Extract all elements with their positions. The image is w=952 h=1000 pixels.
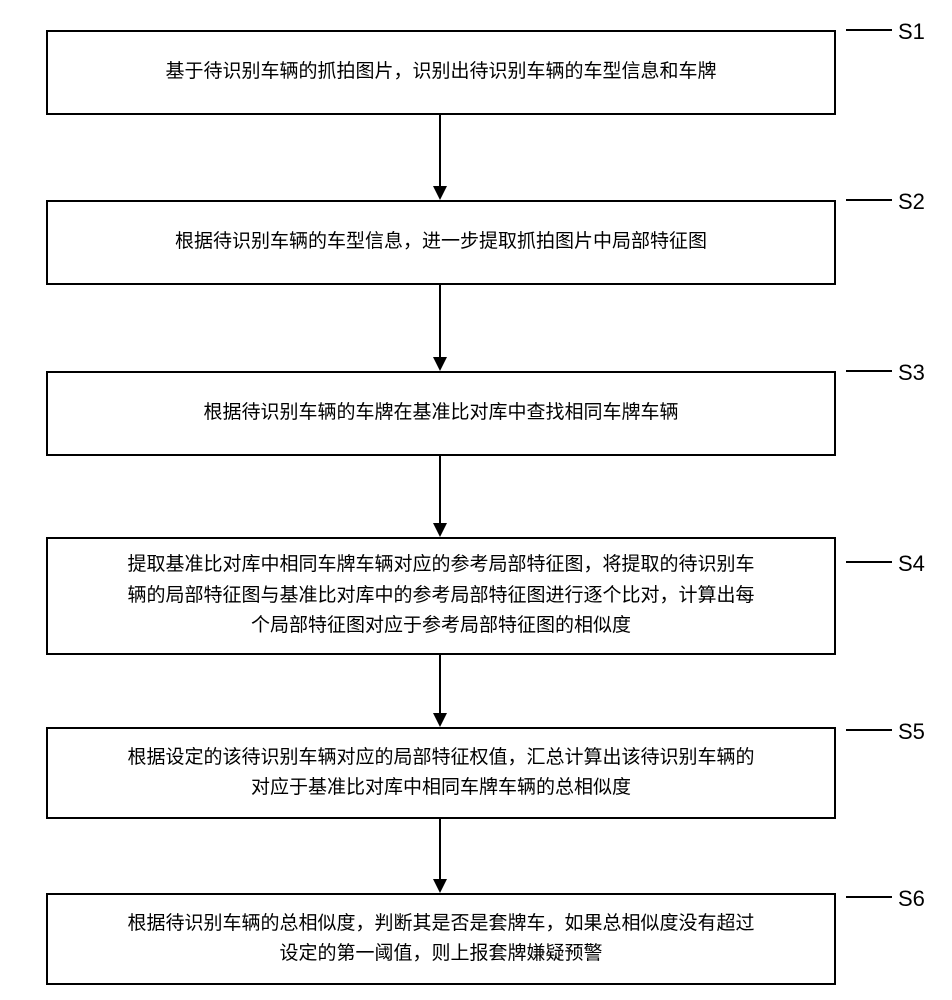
step-text-s2: 根据待识别车辆的车型信息，进一步提取抓拍图片中局部特征图 <box>175 227 707 257</box>
connector-s4-s5 <box>439 655 441 713</box>
label-tick-s4 <box>846 561 892 563</box>
step-label-s1: S1 <box>898 19 925 45</box>
step-box-s1: 基于待识别车辆的抓拍图片，识别出待识别车辆的车型信息和车牌 <box>46 30 836 115</box>
step-label-s6: S6 <box>898 886 925 912</box>
step-box-s5: 根据设定的该待识别车辆对应的局部特征权值，汇总计算出该待识别车辆的 对应于基准比… <box>46 727 836 819</box>
connector-s3-s4 <box>439 456 441 523</box>
arrow-head-s5-s6 <box>433 879 447 893</box>
label-tick-s5 <box>846 729 892 731</box>
step-box-s6: 根据待识别车辆的总相似度，判断其是否是套牌车，如果总相似度没有超过 设定的第一阈… <box>46 893 836 985</box>
step-label-s4: S4 <box>898 551 925 577</box>
label-tick-s3 <box>846 370 892 372</box>
step-label-s5: S5 <box>898 719 925 745</box>
step-text-s4: 提取基准比对库中相同车牌车辆对应的参考局部特征图，将提取的待识别车 辆的局部特征… <box>127 550 754 641</box>
arrow-head-s4-s5 <box>433 713 447 727</box>
arrow-head-s3-s4 <box>433 523 447 537</box>
step-label-s2: S2 <box>898 189 925 215</box>
label-tick-s1 <box>846 29 892 31</box>
connector-s5-s6 <box>439 819 441 879</box>
step-box-s2: 根据待识别车辆的车型信息，进一步提取抓拍图片中局部特征图 <box>46 200 836 285</box>
step-box-s3: 根据待识别车辆的车牌在基准比对库中查找相同车牌车辆 <box>46 371 836 456</box>
connector-s1-s2 <box>439 115 441 186</box>
step-text-s5: 根据设定的该待识别车辆对应的局部特征权值，汇总计算出该待识别车辆的 对应于基准比… <box>127 743 754 804</box>
label-tick-s2 <box>846 199 892 201</box>
connector-s2-s3 <box>439 285 441 357</box>
arrow-head-s2-s3 <box>433 357 447 371</box>
step-text-s3: 根据待识别车辆的车牌在基准比对库中查找相同车牌车辆 <box>203 398 678 428</box>
step-text-s1: 基于待识别车辆的抓拍图片，识别出待识别车辆的车型信息和车牌 <box>165 57 716 87</box>
flowchart-canvas: 基于待识别车辆的抓拍图片，识别出待识别车辆的车型信息和车牌 S1 根据待识别车辆的车… <box>0 0 952 1000</box>
step-label-s3: S3 <box>898 360 925 386</box>
step-box-s4: 提取基准比对库中相同车牌车辆对应的参考局部特征图，将提取的待识别车 辆的局部特征… <box>46 537 836 655</box>
label-tick-s6 <box>846 896 892 898</box>
step-text-s6: 根据待识别车辆的总相似度，判断其是否是套牌车，如果总相似度没有超过 设定的第一阈… <box>127 909 754 970</box>
arrow-head-s1-s2 <box>433 186 447 200</box>
